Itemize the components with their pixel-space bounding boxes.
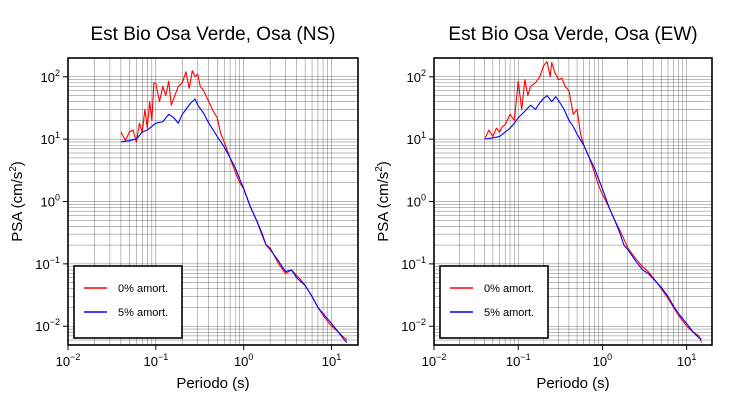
series-line-damped [120,98,348,343]
y-tick-label: 102 [41,68,60,85]
series-line-undamped [120,70,348,341]
y-tick-label: 102 [407,68,426,85]
x-tick-label: 10−2 [422,352,447,369]
x-tick-label: 10−2 [56,352,81,369]
chart-title: Est Bio Osa Verde, Osa (NS) [91,24,336,45]
legend-label: 5% amort. [484,307,534,319]
legend-label: 0% amort. [484,283,534,295]
series-group [120,70,348,343]
x-axis-label: Periodo (s) [176,375,249,392]
y-tick-label: 101 [41,130,60,147]
series-line-undamped [484,61,702,343]
x-axis-label: Periodo (s) [536,375,609,392]
legend-box [439,265,549,339]
x-tick-label: 101 [677,352,696,369]
series-group [484,61,702,343]
x-tick-label: 100 [234,352,253,369]
legend-box [73,265,183,339]
chart-panel-1: 10−2 10−1 100 101 10−2 10−1 100 101 102 Est Bio O… [8,24,359,392]
series-line-damped [484,95,702,340]
legend: 0% amort. 5% amort. [73,265,183,339]
x-tick-label: 10−1 [506,352,531,369]
y-tick-label: 10−2 [401,317,426,334]
y-axis-label: PSA (cm/s2) [374,161,392,242]
y-tick-label: 100 [407,193,426,210]
legend-label: 5% amort. [118,307,168,319]
y-tick-label: 10−1 [35,255,60,272]
y-tick-label: 10−1 [401,255,426,272]
x-tick-label: 10−1 [143,352,168,369]
y-tick-label: 10−2 [35,317,60,334]
y-axis-label: PSA (cm/s2) [8,161,26,242]
y-tick-label: 101 [407,130,426,147]
x-tick-label: 100 [593,352,612,369]
y-tick-label: 100 [41,193,60,210]
legend-label: 0% amort. [118,283,168,295]
chart-title: Est Bio Osa Verde, Osa (EW) [448,24,697,45]
legend: 0% amort. 5% amort. [439,265,549,339]
x-tick-label: 101 [322,352,341,369]
chart-panel-2: 10−2 10−1 100 101 10−2 10−1 100 101 102 Est Bio O… [374,24,713,392]
